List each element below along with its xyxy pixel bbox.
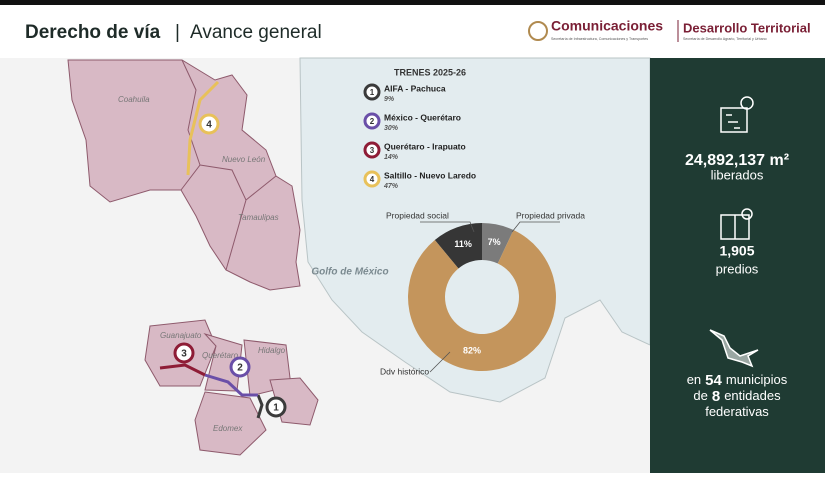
title: Derecho de vía: [25, 22, 161, 43]
donut-segment: [482, 223, 514, 264]
route-line: [159, 363, 206, 377]
header: [0, 5, 825, 58]
donut-value-label: 7%: [488, 237, 501, 247]
stat-part: 8: [712, 388, 720, 405]
train-name: Saltillo - Nuevo Laredo: [384, 170, 476, 180]
train-number: 2: [370, 117, 375, 126]
stat-sentence: federativas: [705, 404, 769, 419]
train-percent: 47%: [383, 183, 399, 190]
map-label: Guanajuato: [160, 331, 202, 340]
logo-right-sub: Secretaría de Desarrollo Agrario, Territ…: [683, 37, 767, 41]
stat-part: en: [687, 372, 701, 387]
donut-value-label: 82%: [463, 345, 481, 355]
map-label: Edomex: [213, 424, 243, 433]
logo-left: Comunicaciones: [551, 18, 663, 34]
stat-sentence: de 8 entidades: [693, 388, 781, 405]
map-label: Coahuila: [118, 95, 150, 104]
route-line: [256, 394, 264, 419]
route-marker: [265, 396, 287, 418]
route-number: 2: [237, 363, 243, 374]
donut-value-label: 11%: [454, 239, 472, 249]
train-list: TRENES 2025-26 1 AIFA - Pachuca 9% 2 México -…: [363, 67, 476, 190]
train-name: Querétaro - Irapuato: [384, 141, 466, 151]
stat-value: 1,905: [719, 243, 754, 259]
train-icon: [363, 170, 381, 188]
leader-lines: [420, 221, 560, 373]
train-number: 3: [370, 146, 375, 155]
map-label: Golfo de México: [311, 267, 388, 278]
donut-category: Propiedad social: [386, 210, 449, 220]
stat-label: predios: [716, 261, 759, 276]
route-number: 1: [273, 403, 279, 414]
map-label: Tamaulipas: [238, 213, 279, 222]
subtitle: Avance general: [190, 22, 322, 43]
donut-category: Propiedad privada: [516, 210, 585, 220]
stats-panel: [650, 58, 825, 473]
route-marker: [229, 356, 251, 378]
train-icon: [363, 112, 381, 130]
donut-segment: [434, 223, 482, 269]
stat-part: federativas: [705, 404, 769, 419]
train-name: México - Querétaro: [384, 112, 461, 122]
route-marker: [198, 113, 220, 135]
title-separator: |: [175, 22, 180, 43]
train-icon: [363, 141, 381, 159]
state-edomex: [194, 391, 267, 456]
route-number: 3: [181, 349, 187, 360]
top-bar: [0, 0, 825, 5]
map-label: Hidalgo: [258, 346, 286, 355]
donut-segment: [408, 230, 556, 372]
stat-part: 54: [705, 372, 722, 389]
train-percent: 9%: [384, 96, 395, 103]
train-percent: 30%: [384, 125, 399, 132]
logo-right: Desarrollo Territorial: [683, 20, 811, 35]
state-borders: [180, 59, 277, 271]
train-list-title: TRENES 2025-26: [394, 67, 466, 77]
stat-part: entidades: [724, 388, 781, 403]
train-icon: [363, 83, 381, 101]
routes: 1 2 3 4: [159, 80, 287, 419]
donut-chart: 11% 7% 82% Propiedad social Propiedad privad…: [380, 210, 585, 376]
route-number: 4: [206, 120, 212, 131]
route-line: [204, 373, 258, 397]
logo-emblem: [528, 21, 548, 41]
train-number: 1: [370, 88, 375, 97]
stat-label: liberados: [711, 167, 764, 182]
map-label: Querétaro: [202, 351, 239, 360]
map-labels: Coahuila Nuevo León Tamaulipas Golfo de Méx…: [118, 95, 389, 433]
logo-left-sub: Secretaría de Infraestructura, Comunicac…: [551, 37, 648, 41]
state-north: [67, 59, 301, 291]
route-line: [186, 80, 220, 176]
stat-icons: [709, 96, 759, 368]
stat-sentence: en 54 municipios: [687, 372, 788, 389]
stat-value: 24,892,137 m²: [685, 152, 789, 169]
route-marker: [173, 342, 195, 364]
stat-part: municipios: [726, 372, 788, 387]
train-name: AIFA - Pachuca: [384, 83, 446, 93]
stat-part: de: [693, 388, 707, 403]
donut-category: Ddv histórico: [380, 366, 429, 376]
train-percent: 14%: [384, 154, 399, 161]
map-label: Nuevo León: [222, 155, 266, 164]
train-number: 4: [370, 175, 375, 184]
